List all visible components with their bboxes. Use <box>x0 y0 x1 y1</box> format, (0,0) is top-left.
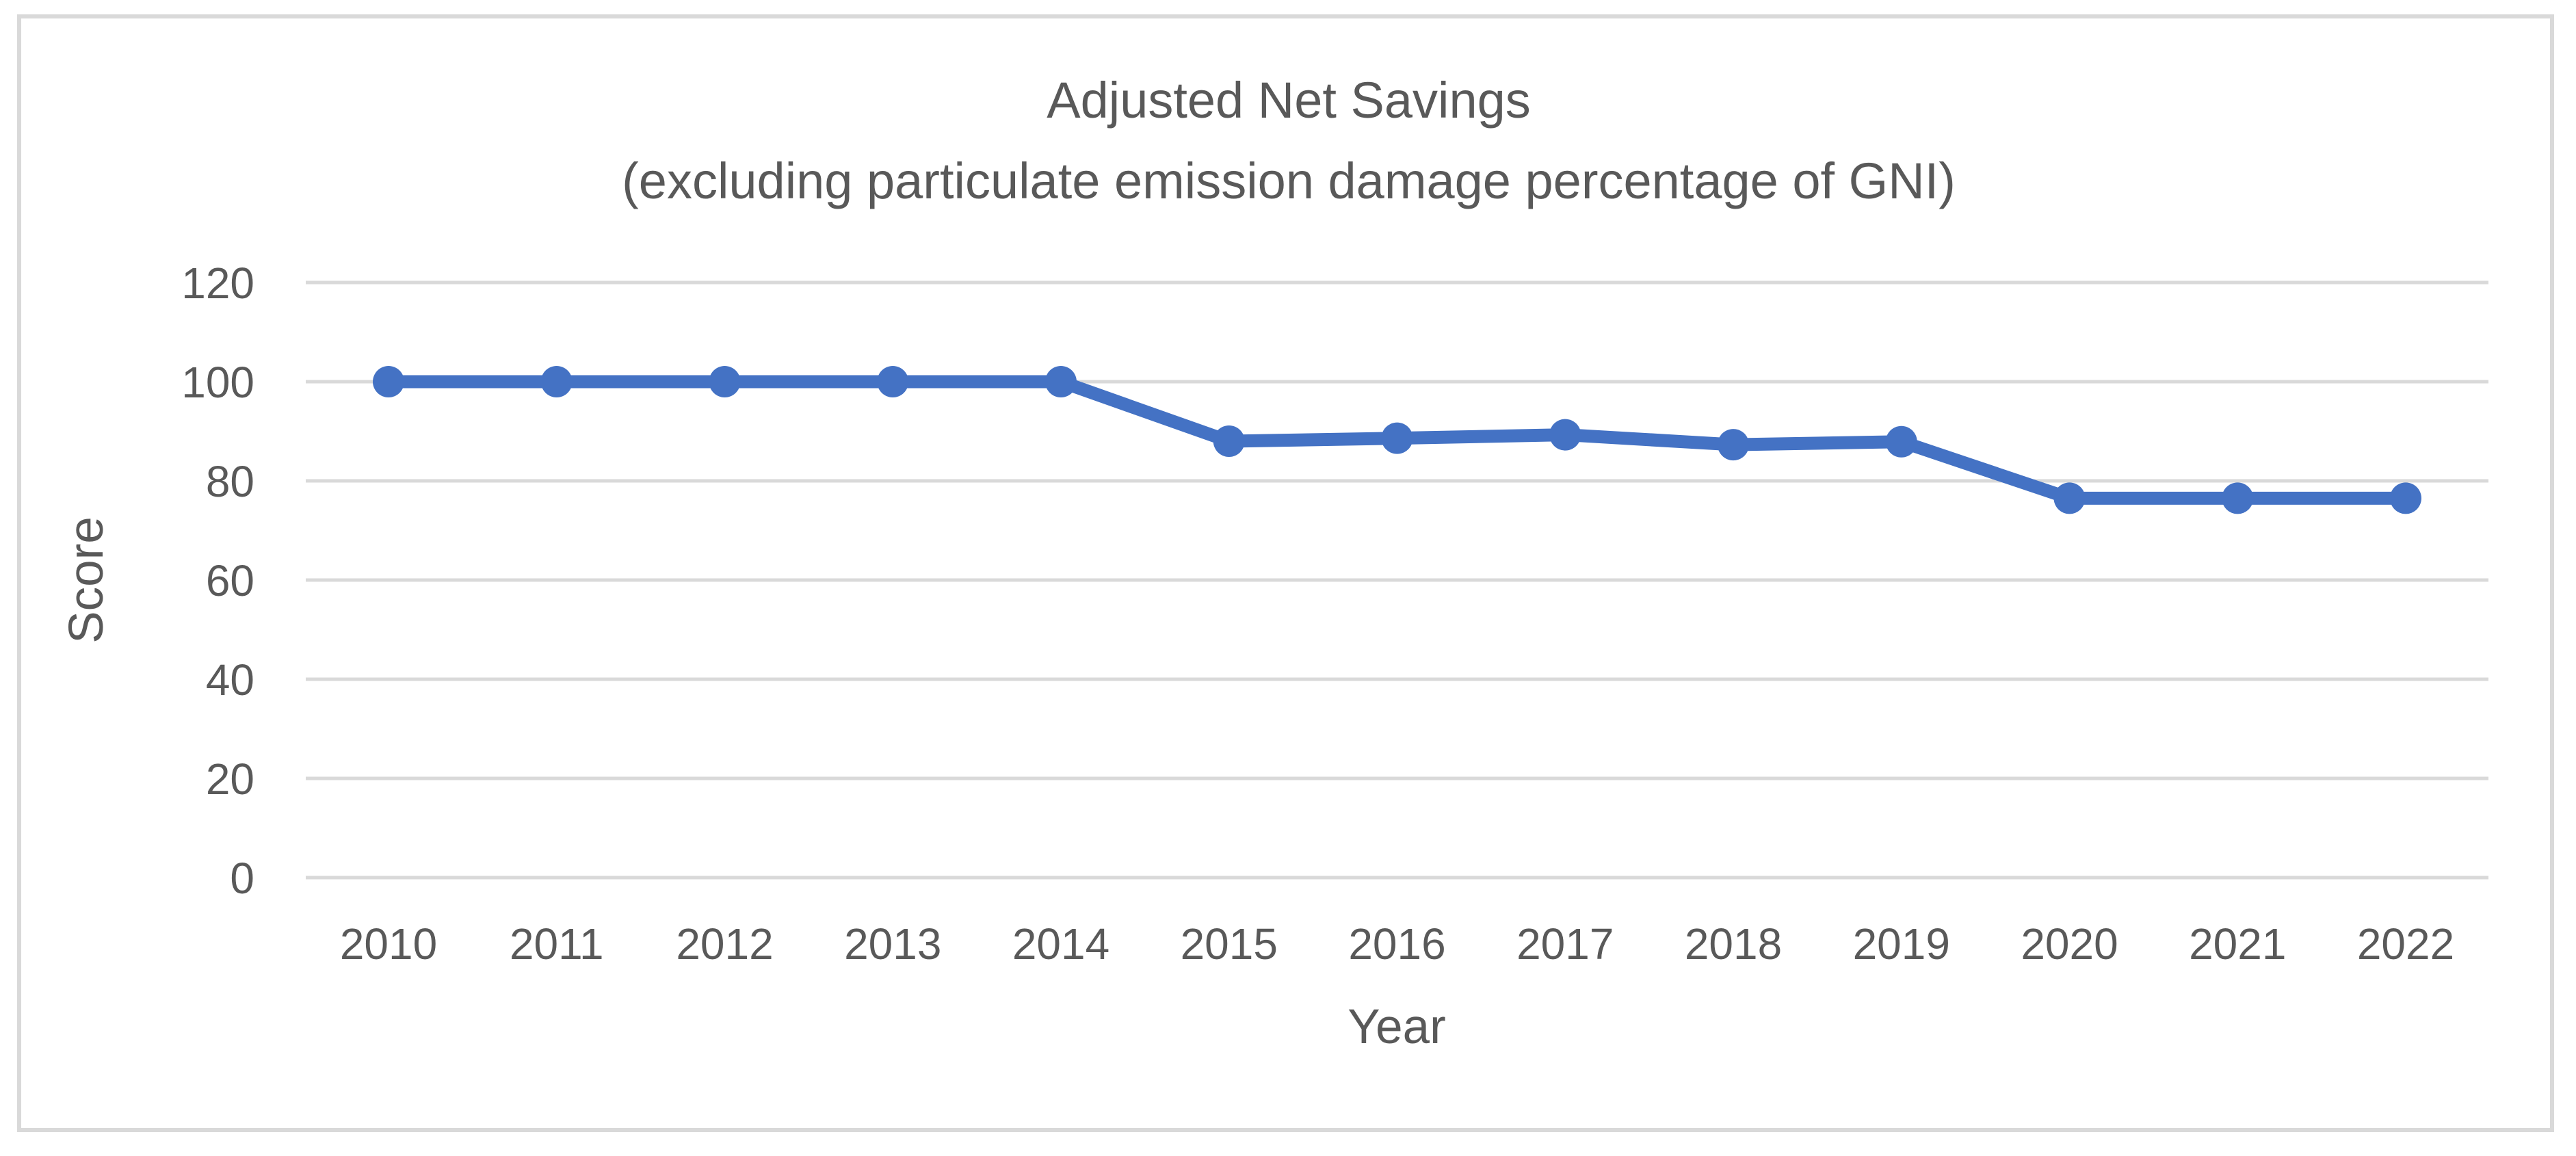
x-tick-label-2020: 2020 <box>2021 919 2118 969</box>
x-tick-label-2012: 2012 <box>676 919 773 969</box>
gridlines <box>306 280 2488 880</box>
x-axis-tick-labels: 2010 2011 2012 2013 2014 2015 2016 2017 2018 2019… <box>340 919 2454 969</box>
chart-title-line-2: (excluding particulate emission damage p… <box>622 153 1956 209</box>
data-point-2021 <box>2222 482 2254 514</box>
chart-frame-border <box>17 14 2554 1132</box>
data-point-2016 <box>1381 422 1413 454</box>
y-tick-label-100: 100 <box>181 358 254 407</box>
y-tick-label-40: 40 <box>206 655 254 705</box>
data-point-2015 <box>1213 425 1245 457</box>
x-tick-label-2016: 2016 <box>1348 919 1445 969</box>
x-tick-label-2010: 2010 <box>340 919 437 969</box>
x-axis-title: Year <box>1348 1000 1445 1054</box>
data-point-2013 <box>877 366 909 397</box>
data-point-2014 <box>1045 366 1077 397</box>
x-tick-label-2022: 2022 <box>2357 919 2454 969</box>
y-tick-label-0: 0 <box>230 854 254 903</box>
chart-title-line-1: Adjusted Net Savings <box>1047 72 1531 129</box>
data-point-2017 <box>1549 419 1581 451</box>
data-point-2022 <box>2390 482 2421 514</box>
x-tick-label-2019: 2019 <box>1853 919 1950 969</box>
y-axis-title: Score <box>60 516 114 643</box>
data-point-2019 <box>1885 425 1917 458</box>
y-axis-tick-labels: 0 20 40 60 80 100 120 <box>181 259 254 903</box>
data-point-2011 <box>540 366 573 397</box>
data-series-line <box>373 366 2421 514</box>
data-point-2020 <box>2053 482 2086 514</box>
x-tick-label-2014: 2014 <box>1012 919 1109 969</box>
x-tick-label-2011: 2011 <box>510 919 604 969</box>
y-tick-label-20: 20 <box>206 754 254 804</box>
x-tick-label-2015: 2015 <box>1181 919 1278 969</box>
y-tick-label-60: 60 <box>206 556 254 605</box>
x-tick-label-2018: 2018 <box>1685 919 1782 969</box>
x-tick-label-2013: 2013 <box>844 919 941 969</box>
data-point-2018 <box>1718 429 1749 461</box>
data-point-2012 <box>709 366 741 397</box>
y-tick-label-80: 80 <box>206 457 254 506</box>
x-tick-label-2021: 2021 <box>2189 919 2286 969</box>
y-tick-label-120: 120 <box>181 259 254 308</box>
x-tick-label-2017: 2017 <box>1516 919 1614 969</box>
data-point-2010 <box>373 366 404 397</box>
